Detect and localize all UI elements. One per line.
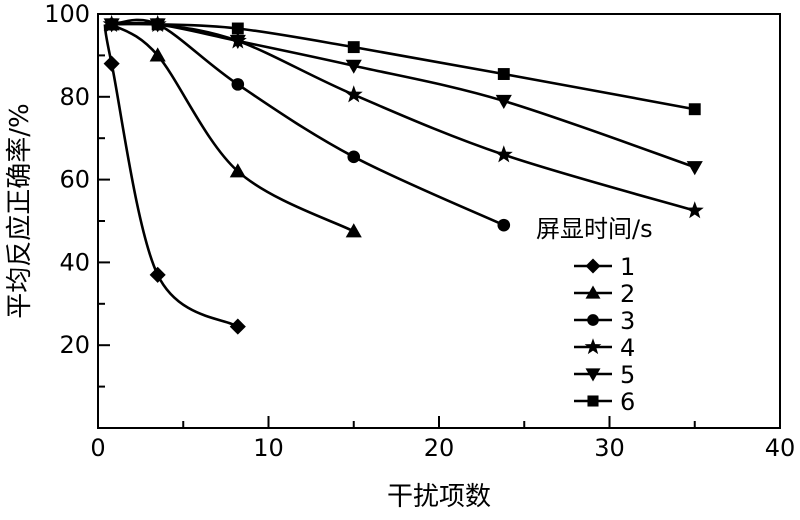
- marker-square: [587, 395, 599, 407]
- legend-entry-3: 3: [574, 307, 635, 335]
- series-3: [105, 18, 511, 232]
- series-4: [102, 14, 704, 219]
- marker-triangle-down: [686, 161, 703, 176]
- marker-circle: [497, 218, 511, 232]
- series-line-6: [111, 22, 695, 111]
- marker-triangle-down: [229, 34, 246, 49]
- marker-star: [584, 338, 602, 355]
- marker-circle: [347, 150, 361, 164]
- x-tick-label: 0: [90, 434, 105, 462]
- x-tick-label: 20: [424, 434, 455, 462]
- marker-triangle-up: [345, 223, 362, 238]
- series-1: [103, 24, 246, 335]
- marker-square: [347, 41, 360, 54]
- legend-label: 3: [620, 307, 635, 335]
- y-tick-label: 80: [59, 83, 90, 111]
- x-tick-label: 40: [765, 434, 796, 462]
- legend-entry-5: 5: [574, 361, 635, 389]
- legend-entry-1: 1: [574, 253, 635, 281]
- marker-square: [231, 22, 244, 35]
- legend-label: 2: [620, 280, 635, 308]
- series-6: [105, 18, 701, 116]
- marker-star: [344, 85, 363, 103]
- x-tick-label: 10: [253, 434, 284, 462]
- series-line-2: [110, 23, 355, 233]
- legend-title: 屏显时间/s: [536, 215, 653, 243]
- axes: 0 10 20 30 40 20 40 60 80 100: [44, 0, 795, 462]
- legend-entry-6: 6: [574, 388, 635, 416]
- marker-circle: [231, 78, 245, 91]
- y-tick-label: 20: [59, 331, 90, 359]
- marker-diamond: [103, 55, 120, 72]
- series-2: [103, 16, 362, 238]
- y-tick-label: 40: [59, 248, 90, 276]
- series-line-5: [111, 21, 696, 169]
- marker-triangle-up: [229, 163, 246, 178]
- legend-label: 6: [620, 388, 635, 416]
- series-5: [103, 18, 703, 176]
- x-tick-label: 30: [594, 434, 625, 462]
- marker-triangle-up: [585, 285, 601, 299]
- legend-entry-4: 4: [574, 334, 635, 362]
- y-tick-label: 100: [44, 0, 90, 28]
- legend-entry-2: 2: [574, 280, 635, 308]
- marker-triangle-down: [495, 94, 512, 109]
- marker-diamond: [585, 258, 601, 274]
- series-line-3: [111, 18, 505, 227]
- marker-square: [151, 18, 164, 31]
- marker-square: [105, 18, 118, 31]
- marker-triangle-down: [345, 59, 362, 74]
- series-line-4: [111, 21, 696, 212]
- series-lines: [102, 14, 704, 335]
- legend-label: 4: [620, 334, 635, 362]
- marker-star: [494, 145, 513, 163]
- x-axis-title: 干扰项数: [387, 482, 491, 512]
- marker-triangle-up: [149, 47, 166, 62]
- series-line-1: [103, 24, 239, 328]
- marker-square: [688, 103, 701, 116]
- marker-triangle-down: [585, 368, 601, 382]
- legend-label: 5: [620, 361, 635, 389]
- marker-square: [497, 68, 510, 80]
- plot-frame: [97, 13, 781, 429]
- marker-diamond: [149, 266, 166, 283]
- legend-label: 1: [620, 253, 635, 281]
- y-axis-title: 平均反应正确率/%: [5, 103, 35, 318]
- marker-circle: [587, 314, 599, 326]
- y-tick-label: 60: [59, 166, 90, 194]
- marker-star: [685, 201, 704, 219]
- marker-diamond: [229, 318, 246, 335]
